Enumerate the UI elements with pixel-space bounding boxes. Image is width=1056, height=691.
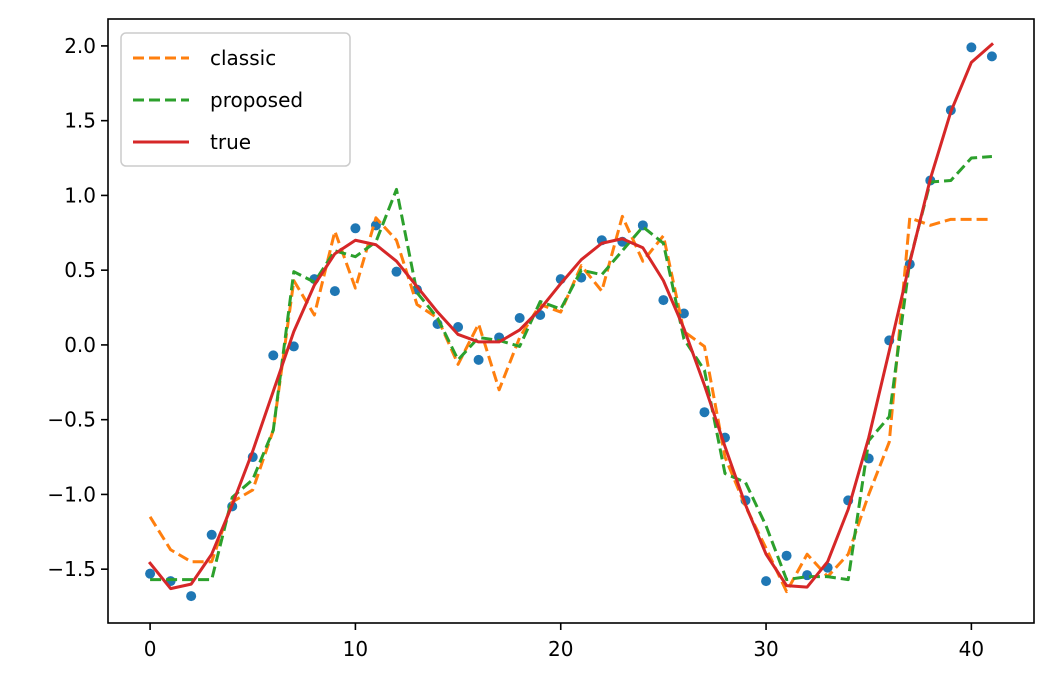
data-point	[350, 223, 361, 234]
data-point	[329, 286, 340, 297]
x-tick-label: 10	[343, 637, 368, 661]
y-tick-label: −1.5	[47, 557, 96, 581]
y-tick-label: −1.0	[47, 482, 96, 506]
data-point	[268, 350, 279, 361]
plot-content	[145, 42, 997, 602]
data-point	[514, 313, 525, 324]
plot-area	[145, 42, 997, 602]
series-line-true	[147, 42, 995, 591]
y-tick-label: 0.0	[64, 333, 96, 357]
y-tick-label: 2.0	[64, 34, 96, 58]
plot-frame	[107, 18, 1035, 624]
data-point	[391, 266, 402, 277]
x-tick-label: 0	[144, 637, 157, 661]
data-point	[966, 42, 977, 53]
x-tick-label: 30	[753, 637, 778, 661]
data-point	[761, 576, 772, 587]
data-point	[699, 407, 710, 418]
y-tick-label: 1.5	[64, 109, 96, 133]
data-point	[453, 321, 464, 332]
x-tick-label: 20	[548, 637, 573, 661]
y-tick-label: 0.5	[64, 258, 96, 282]
axes: 0 10 20 30 40 −1.5 −1.0 −0.5 0.0 0.5 1.0 1.5 2.0	[47, 34, 984, 661]
y-tick-label: 1.0	[64, 183, 96, 207]
legend-label-true: true	[210, 130, 251, 154]
data-point	[781, 550, 792, 561]
data-point	[473, 354, 484, 365]
legend: classic proposed true	[120, 32, 351, 167]
x-tick-label: 40	[959, 637, 984, 661]
data-point	[186, 591, 197, 602]
data-point	[986, 51, 997, 62]
data-point	[678, 308, 689, 319]
legend-box	[120, 32, 351, 167]
data-point	[145, 568, 156, 579]
legend-label-proposed: proposed	[210, 88, 303, 112]
data-point	[658, 295, 669, 306]
series-line-proposed	[150, 155, 993, 582]
y-tick-label: −0.5	[47, 408, 96, 432]
data-point	[206, 529, 217, 540]
data-point	[288, 341, 299, 352]
legend-label-classic: classic	[210, 46, 276, 70]
